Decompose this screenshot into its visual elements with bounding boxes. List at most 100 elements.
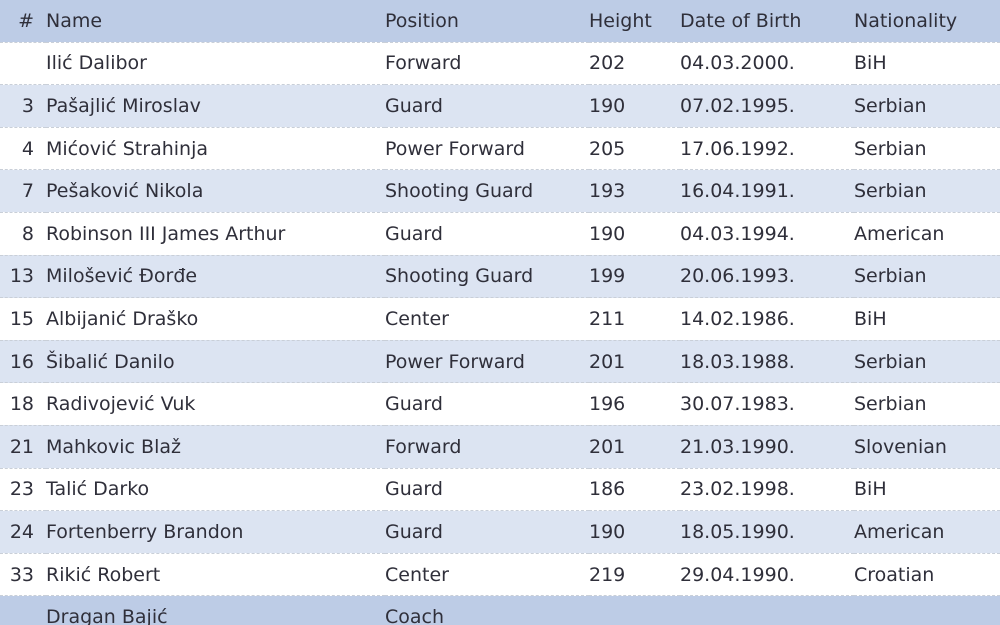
player-number: 8: [21, 222, 34, 245]
player-height: 211: [589, 307, 626, 330]
player-nationality: American: [854, 222, 945, 245]
player-nationality: Serbian: [854, 393, 927, 416]
header-position: Position: [385, 9, 459, 32]
coach-name: Dragan Bajić: [46, 606, 168, 625]
player-position: Guard: [385, 94, 443, 117]
player-nationality: American: [854, 520, 945, 543]
player-name: Pašajlić Miroslav: [46, 94, 201, 117]
player-dob: 21.03.1990.: [680, 435, 795, 458]
player-name: Radivojević Vuk: [46, 393, 196, 416]
header-height: Height: [589, 9, 652, 32]
player-nationality: Serbian: [854, 350, 927, 373]
player-position: Shooting Guard: [385, 180, 534, 203]
player-nationality: Slovenian: [854, 435, 947, 458]
player-nationality: Serbian: [854, 137, 927, 160]
header-name: Name: [46, 9, 103, 32]
player-number: 3: [21, 94, 34, 117]
player-number: 33: [9, 563, 34, 586]
player-number: 23: [9, 478, 34, 501]
player-height: 219: [589, 563, 626, 586]
player-name: Mićović Strahinja: [46, 137, 209, 160]
player-dob: 14.02.1986.: [680, 307, 795, 330]
table-row: 18 Radivojević Vuk Guard 196 30.07.1983. Serb…: [0, 382, 1000, 426]
player-height: 199: [589, 265, 626, 288]
player-number: 21: [9, 435, 34, 458]
table-row: 16 Šibalić Danilo Power Forward 201 18.03.19…: [0, 340, 1000, 383]
table-row: 21 Mahkovic Blaž Forward 201 21.03.1990. Slov…: [0, 425, 1000, 469]
table-row: 13 Milošević Đorđe Shooting Guard 199 20.06.…: [0, 255, 1000, 298]
player-height: 202: [589, 52, 626, 75]
player-position: Center: [385, 307, 449, 330]
player-position: Forward: [385, 435, 462, 458]
player-height: 196: [589, 393, 626, 416]
table-row: 8 Robinson III James Arthur Guard 190 04.03.…: [0, 212, 1000, 256]
player-dob: 29.04.1990.: [680, 563, 795, 586]
header-nationality: Nationality: [854, 9, 958, 32]
player-nationality: BiH: [854, 478, 887, 501]
player-name: Mahkovic Blaž: [46, 435, 181, 458]
player-dob: 30.07.1983.: [680, 393, 795, 416]
table-row: 3 Pašajlić Miroslav Guard 190 07.02.1995. Ser…: [0, 84, 1000, 128]
coach-row: Dragan Bajić Coach: [0, 595, 1000, 625]
player-height: 186: [589, 478, 626, 501]
player-number: 18: [9, 393, 34, 416]
coach-height: [589, 596, 680, 625]
player-dob: 18.05.1990.: [680, 520, 795, 543]
player-dob: 04.03.1994.: [680, 222, 795, 245]
player-name: Rikić Robert: [46, 563, 161, 586]
player-number: 24: [9, 520, 34, 543]
player-height: 193: [589, 180, 626, 203]
coach-position: Coach: [385, 606, 445, 625]
player-position: Forward: [385, 52, 462, 75]
player-position: Guard: [385, 393, 443, 416]
player-position: Power Forward: [385, 350, 525, 373]
player-nationality: Serbian: [854, 94, 927, 117]
player-dob: 18.03.1988.: [680, 350, 795, 373]
header-row: # Name Position Height Date of Birth Nat…: [0, 0, 1000, 43]
player-height: 190: [589, 94, 626, 117]
player-height: 201: [589, 350, 626, 373]
player-dob: 04.03.2000.: [680, 52, 795, 75]
player-position: Guard: [385, 478, 443, 501]
player-nationality: Serbian: [854, 265, 927, 288]
table-row: 15 Albijanić Draško Center 211 14.02.1986. Bi…: [0, 297, 1000, 341]
header-dob: Date of Birth: [680, 9, 802, 32]
player-number: 7: [21, 180, 34, 203]
header-number: #: [18, 9, 34, 32]
player-number: 15: [9, 307, 34, 330]
player-position: Guard: [385, 520, 443, 543]
table-row: 24 Fortenberry Brandon Guard 190 18.05.1990.…: [0, 510, 1000, 554]
table-row: Ilić Dalibor Forward 202 04.03.2000. BiH: [0, 42, 1000, 85]
player-name: Ilić Dalibor: [46, 52, 147, 75]
player-position: Center: [385, 563, 449, 586]
player-height: 201: [589, 435, 626, 458]
player-height: 205: [589, 137, 626, 160]
player-name: Milošević Đorđe: [46, 265, 198, 288]
player-dob: 17.06.1992.: [680, 137, 795, 160]
player-number: 4: [21, 137, 34, 160]
player-name: Pešaković Nikola: [46, 180, 204, 203]
player-name: Šibalić Danilo: [46, 350, 175, 373]
table-row: 33 Rikić Robert Center 219 29.04.1990. Croati…: [0, 553, 1000, 596]
player-nationality: BiH: [854, 307, 887, 330]
player-name: Robinson III James Arthur: [46, 222, 286, 245]
player-position: Shooting Guard: [385, 265, 534, 288]
player-nationality: Croatian: [854, 563, 935, 586]
player-name: Albijanić Draško: [46, 307, 199, 330]
player-height: 190: [589, 222, 626, 245]
player-dob: 20.06.1993.: [680, 265, 795, 288]
player-dob: 07.02.1995.: [680, 94, 795, 117]
player-nationality: Serbian: [854, 180, 927, 203]
table-row: 4 Mićović Strahinja Power Forward 205 17.06.…: [0, 127, 1000, 170]
player-number: [0, 42, 46, 85]
coach-nationality: [854, 596, 1000, 625]
player-name: Talić Darko: [46, 478, 150, 501]
player-position: Power Forward: [385, 137, 525, 160]
player-name: Fortenberry Brandon: [46, 520, 244, 543]
table-row: 23 Talić Darko Guard 186 23.02.1998. BiH: [0, 468, 1000, 511]
coach-dob: [680, 596, 854, 625]
player-nationality: BiH: [854, 52, 887, 75]
player-dob: 23.02.1998.: [680, 478, 795, 501]
player-position: Guard: [385, 222, 443, 245]
coach-number: [0, 596, 46, 625]
